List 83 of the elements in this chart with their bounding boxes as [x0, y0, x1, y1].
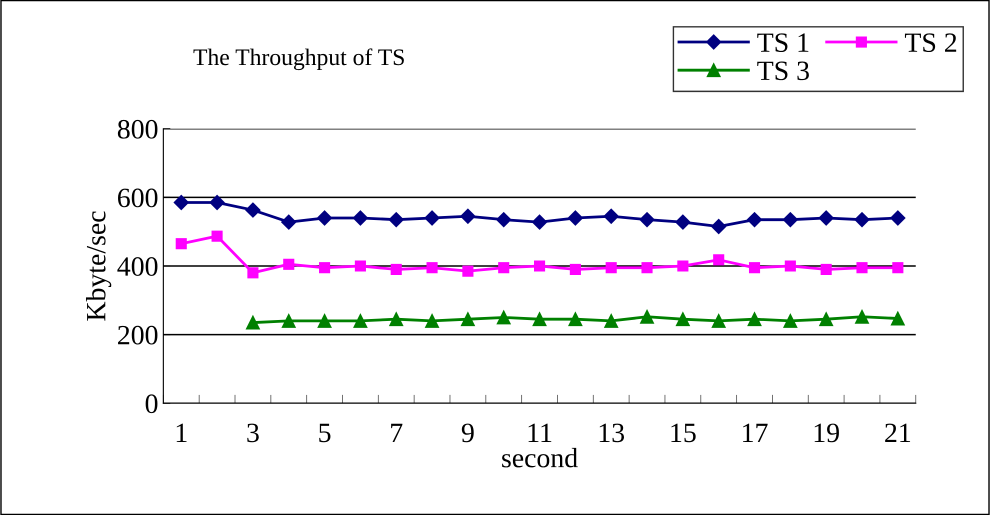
point	[784, 260, 796, 272]
legend-label: TS 1	[757, 33, 808, 52]
point	[174, 194, 189, 210]
point	[746, 212, 762, 228]
y-tick-label: 600	[118, 188, 158, 208]
point	[353, 314, 368, 328]
x-tick-label: 1	[176, 424, 187, 442]
point	[819, 312, 834, 326]
point	[425, 314, 440, 328]
x-axis-title: second	[502, 448, 578, 468]
point	[424, 210, 440, 226]
point	[319, 262, 330, 274]
point	[176, 238, 187, 250]
point	[892, 262, 904, 274]
chart-title: The Throughput of TS	[193, 48, 404, 70]
x-tick-label: 15	[671, 424, 696, 442]
point	[713, 254, 724, 266]
x-tick-label: 9	[462, 424, 474, 442]
y-axis-title: Kbyte/sec	[86, 211, 112, 321]
x-tick-label: 17	[743, 424, 768, 442]
point	[247, 267, 258, 278]
point	[460, 208, 476, 224]
point	[354, 260, 366, 272]
point	[640, 310, 654, 324]
point	[820, 264, 832, 275]
point	[352, 210, 368, 226]
point	[782, 212, 798, 228]
legend-label: TS 3	[757, 62, 809, 80]
y-tick-label: 800	[118, 120, 158, 139]
point	[281, 214, 296, 230]
point	[496, 212, 512, 228]
point	[317, 210, 332, 226]
point	[606, 262, 617, 274]
point	[854, 212, 870, 228]
x-tick-label: 11	[528, 424, 552, 442]
point	[426, 262, 438, 274]
point	[245, 202, 260, 218]
point	[890, 210, 906, 226]
point	[855, 310, 869, 324]
point	[856, 262, 868, 274]
point	[210, 194, 225, 210]
point	[568, 210, 583, 226]
point	[783, 314, 798, 328]
y-tick-label: 0	[146, 394, 158, 414]
point	[712, 314, 726, 328]
point	[604, 208, 619, 224]
x-tick-label: 3	[247, 424, 259, 442]
x-tick-label: 13	[600, 424, 624, 442]
point	[282, 314, 296, 328]
point	[676, 312, 690, 326]
legend-label: TS 2	[904, 33, 956, 52]
x-tick-label: 7	[391, 424, 402, 442]
point	[388, 212, 404, 228]
y-tick-label: 200	[118, 326, 158, 345]
point	[641, 262, 653, 274]
point	[460, 312, 475, 326]
point	[389, 312, 404, 326]
point	[246, 316, 260, 330]
point	[498, 262, 510, 274]
point	[532, 312, 546, 326]
point	[390, 264, 402, 275]
point	[283, 258, 294, 270]
point	[818, 210, 834, 226]
point	[532, 214, 548, 230]
point	[748, 312, 762, 326]
point	[534, 260, 546, 272]
point	[748, 262, 760, 274]
point	[675, 214, 690, 230]
x-tick-label: 21	[885, 424, 910, 442]
point	[212, 230, 223, 242]
point	[639, 212, 655, 228]
point	[677, 260, 688, 272]
x-tick-label: 5	[319, 424, 330, 442]
point	[462, 266, 474, 277]
y-tick-label: 400	[117, 257, 158, 276]
point	[890, 312, 905, 326]
x-tick-label: 19	[814, 424, 839, 442]
point	[570, 264, 581, 275]
point	[568, 312, 582, 326]
point	[711, 218, 726, 234]
point	[318, 314, 332, 328]
point	[604, 314, 618, 328]
point	[496, 310, 511, 324]
